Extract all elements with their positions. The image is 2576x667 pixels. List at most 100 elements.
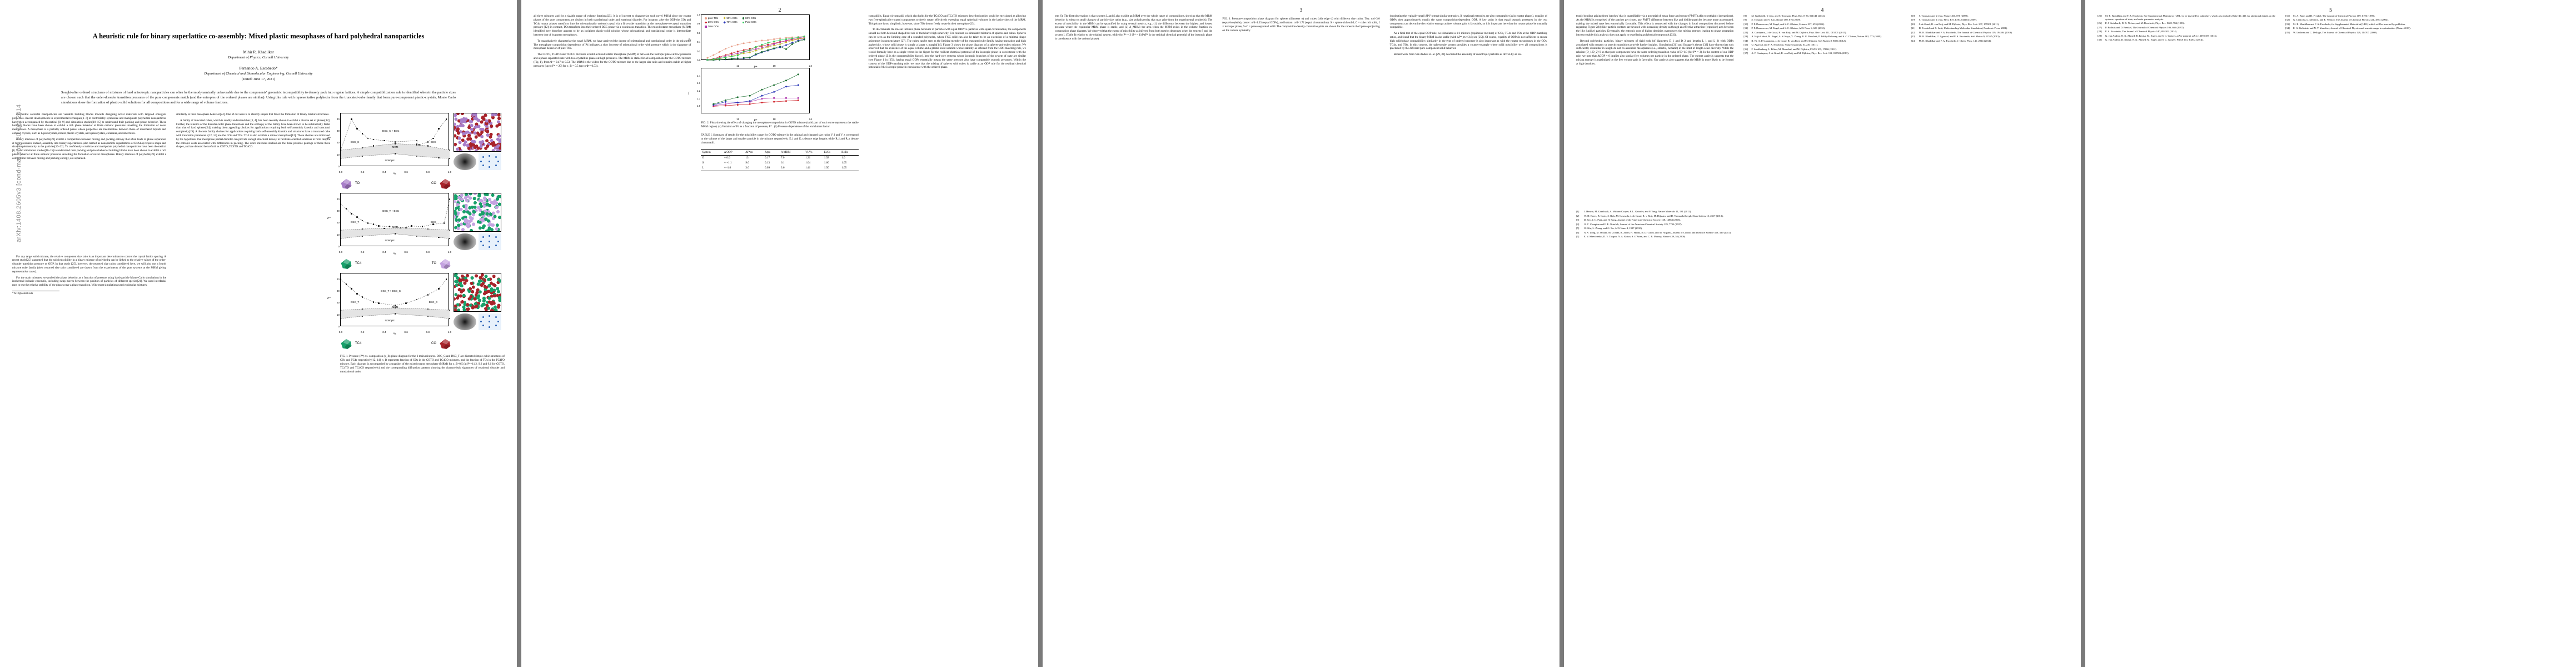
page-number: 4 — [1564, 8, 2081, 14]
paragraph: Binary mixtures of polyhedra[23] exhibit… — [12, 138, 166, 161]
data-point — [773, 84, 775, 86]
x-tick-label: 0.2 — [361, 171, 364, 174]
page5-column-2: [31] M. A. Bates and D. Frenkel, The Jour… — [2285, 14, 2463, 43]
paragraph: For the main mixtures, we probed the pha… — [12, 276, 166, 287]
table-cell: 1.58 — [823, 155, 840, 161]
data-point — [755, 41, 757, 42]
y-axis-label: P* — [327, 137, 331, 141]
data-point — [719, 51, 720, 53]
author-name-2: Fernando A. Escobedo* — [22, 66, 495, 71]
reference-text: J. de Graaf, R. van Roij, and M. Dijkstr… — [1919, 23, 2069, 26]
date-line: (Dated: June 17, 2021) — [22, 77, 495, 81]
reference-number: [19] — [1911, 18, 1918, 22]
reference-number: [1] — [1576, 210, 1583, 213]
page-number: 5 — [2085, 8, 2576, 14]
table-cell: 0.09 — [764, 166, 780, 171]
legend-column: 80% COs Pure COs — [743, 17, 756, 28]
table-column-header: System — [701, 150, 723, 155]
reference-number: [22] — [1911, 31, 1918, 34]
reference-number: [16] — [1743, 48, 1750, 51]
data-point — [755, 46, 757, 48]
data-point — [356, 128, 358, 130]
bragg-peak — [482, 156, 484, 158]
reference-text: F. A. Escobedo, The Journal of Chemical … — [2105, 30, 2275, 33]
page-3: 3 tern S). The first observation is that… — [1043, 0, 1559, 667]
line-chart-a: pure TOs 20% COs 30% COs 50% COs 70% COs 80% … — [701, 14, 810, 60]
mrm-band — [341, 113, 450, 167]
figure-1-panel-b: DSC_T + BCC DSC_T BCC MRM Isotropic 0 10 20 30 40… — [340, 193, 505, 272]
y-tick-label: 0.6 — [697, 32, 700, 35]
data-point — [707, 57, 709, 59]
x-tick-label: 0.8 — [426, 171, 430, 174]
data-point — [768, 39, 769, 41]
y-tick-label: 40 — [337, 278, 340, 281]
region-label: Isotropic — [385, 319, 395, 322]
paragraph: To quantitatively characterize the novel… — [534, 39, 691, 51]
legend-label: 30% COs — [708, 25, 719, 28]
data-point — [731, 46, 733, 47]
abstract: Sought-after ordered structures of mixtu… — [61, 90, 456, 106]
reference-text: A. Haji-Akbari, M. Engel, A. S. Keys, X.… — [1751, 35, 1901, 38]
x-tick-label: 0.2 — [361, 331, 364, 334]
bragg-peak — [480, 241, 482, 242]
reference-text: D. Frenkel and B. Smit, Understanding Mo… — [1919, 27, 2069, 30]
table-cell: 1.66 — [823, 161, 840, 166]
x-tick-label: 0.0 — [339, 251, 342, 254]
y-tick-label: 0 — [338, 165, 340, 168]
reference-item: [1] J. Henzie, M. Grzelczak, A. Widom-Coo… — [1576, 210, 1733, 213]
data-point — [438, 128, 440, 130]
x-tick-label: 0.8 — [426, 331, 430, 334]
data-point — [768, 44, 769, 46]
data-point — [378, 225, 380, 227]
y-axis-ticks: 0 10 20 30 40 — [332, 193, 340, 246]
y-tick-label: 20 — [337, 221, 340, 225]
region-label: DSC_T — [351, 301, 359, 304]
data-point — [346, 283, 347, 285]
data-point — [725, 58, 726, 60]
reference-item: [4] O. C. Compton and F. E. Osterloh, Jou… — [1576, 223, 1733, 226]
table-cell: 1.05 — [840, 161, 859, 166]
data-point — [779, 37, 781, 39]
data-point — [351, 118, 352, 120]
reference-text: A. Gantapara, J. de Graaf, R. van Roij, … — [1751, 31, 1901, 34]
to-polyhedron-icon — [439, 258, 451, 270]
table-cell: 13 — [744, 155, 764, 161]
data-point — [798, 73, 799, 75]
y-tick-label: 40 — [337, 198, 340, 201]
tc4-polyhedron-icon — [340, 258, 352, 270]
simulation-snapshot-b — [454, 193, 501, 232]
page-number: 3 — [1043, 8, 1559, 14]
y-axis-label: P* — [327, 297, 331, 301]
region-label: Isotropic — [385, 239, 395, 242]
data-point — [773, 41, 775, 42]
co-polyhedron-icon — [439, 178, 451, 190]
legend-marker — [723, 21, 726, 24]
bragg-peak — [489, 321, 490, 322]
phase-diagram-b: DSC_T + BCC DSC_T BCC MRM Isotropic 0 10 20 30 40… — [340, 193, 449, 246]
reference-number: [9] — [1743, 18, 1750, 22]
x-axis-label: xB — [393, 172, 396, 176]
table-cell: 1.04 — [804, 161, 823, 166]
data-point — [713, 103, 715, 105]
table-cell: 1.05 — [840, 166, 859, 171]
figure-1-caption: FIG. 1. Pressure (P*) vs. composition (x… — [340, 355, 505, 374]
reference-number: [18] — [1911, 14, 1918, 18]
data-point — [713, 58, 715, 60]
reference-number: [23] — [1911, 35, 1918, 38]
reference-item: [5] W. Niu, L. Zhang, and G. Xu, ACS Nano… — [1576, 227, 1733, 230]
legend-marker — [743, 22, 744, 23]
reference-number: [25] — [2097, 14, 2104, 21]
shape-label-left: TO — [355, 182, 360, 186]
y-tick-label: 1.1 — [697, 97, 700, 101]
y-tick-label: 1.0 — [697, 13, 700, 17]
data-point — [411, 225, 412, 227]
y-tick-label: 0.4 — [697, 41, 700, 44]
reference-item: [34] E. G. Goldstein and N. V. Yamakov, J… — [2285, 27, 2463, 30]
data-point — [785, 97, 787, 99]
page-5: 5 [25] M. R. Khadilkar and F. A. Escobedo… — [2085, 0, 2576, 667]
table-cell: ≈ -1.0 — [723, 166, 744, 171]
paragraph: Recent work from Van Anders et. al. [29,… — [1390, 53, 1547, 57]
region-label: DSC_T + BCC — [382, 210, 399, 213]
reference-text: W. H. Evers, B. Goris, S. Bals, M. Casav… — [1584, 215, 1733, 218]
data-point — [719, 57, 720, 59]
